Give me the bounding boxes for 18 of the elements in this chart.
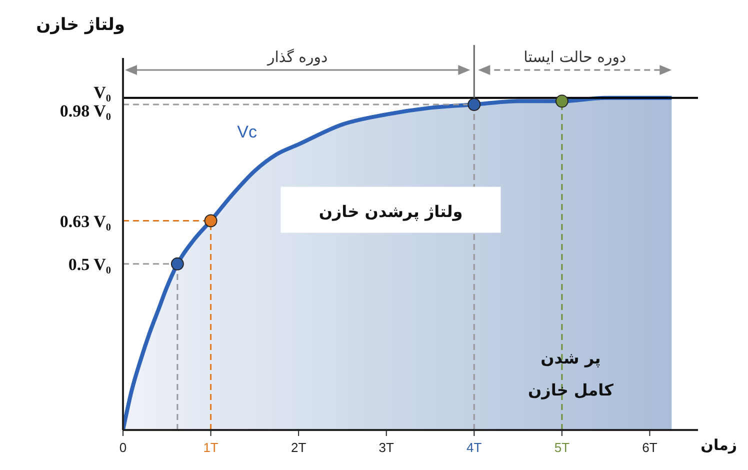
x-axis-title: زمان [700, 436, 737, 454]
x-tick-label: 5T [554, 440, 570, 455]
x-tick-label: 3T [378, 440, 394, 455]
x-tick-label: 6T [642, 440, 658, 455]
annotation: ولتاژ پرشدن خازن [318, 202, 463, 221]
annotation: دوره گذار [266, 48, 328, 66]
series-label: Vc [237, 122, 258, 142]
y-axis-title: ولتاژ خازن [36, 15, 125, 35]
x-tick-label: 4T [466, 440, 482, 455]
y-tick-label: V₀ [94, 82, 111, 102]
y-tick-label: 0.98 V₀ [60, 102, 111, 120]
annotation: پر شدن کامل خازن [528, 348, 614, 400]
y-tick-label: 0.5 V₀ [68, 254, 111, 274]
x-tick-label: 0 [119, 440, 127, 455]
y-tick-label: 0.63 V₀ [60, 212, 111, 231]
annotation: دوره حالت ایستا [524, 48, 626, 66]
x-tick-label: 1T [203, 440, 218, 455]
x-tick-label: 2T [290, 440, 306, 455]
